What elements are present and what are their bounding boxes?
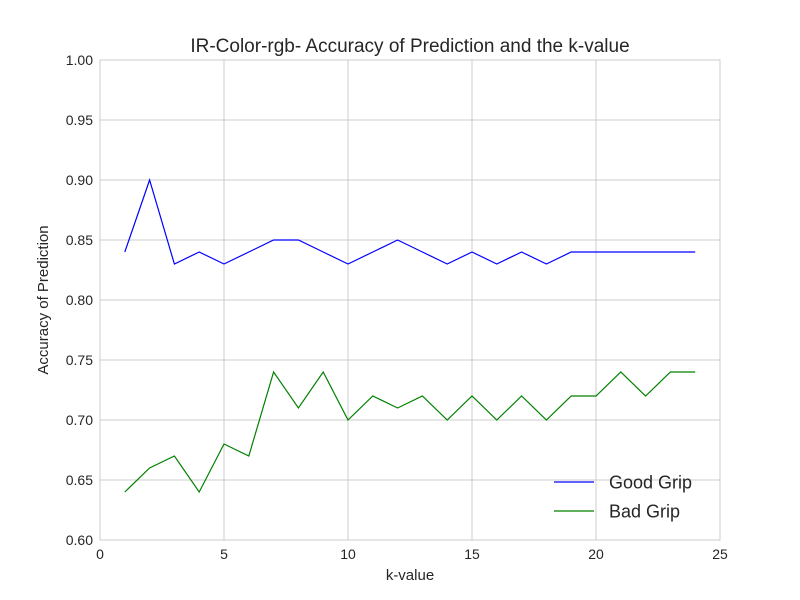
y-tick-label: 1.00	[66, 52, 93, 68]
y-axis-title: Accuracy of Prediction	[35, 225, 52, 374]
y-tick-label: 0.85	[66, 232, 93, 248]
y-tick-label: 0.95	[66, 112, 93, 128]
y-tick-labels: 0.60 0.65 0.70 0.75 0.80 0.85 0.90 0.95 1.00	[66, 52, 93, 548]
legend-label: Good Grip	[609, 473, 692, 493]
plot-frame	[99, 59, 721, 541]
chart-title: IR-Color-rgb- Accuracy of Prediction and…	[190, 36, 629, 57]
x-tick-label: 10	[340, 546, 356, 562]
x-tick-label: 20	[588, 546, 604, 562]
x-tick-labels: 0 5 10 15 20 25	[96, 546, 728, 562]
y-tick-label: 0.70	[66, 412, 93, 428]
y-tick-label: 0.90	[66, 172, 93, 188]
x-axis-title: k-value	[386, 567, 434, 584]
y-tick-label: 0.80	[66, 292, 93, 308]
series-line-good-grip	[124, 178, 696, 265]
x-tick-label: 0	[96, 546, 104, 562]
x-tick-label: 15	[464, 546, 480, 562]
x-tick-label: 5	[220, 546, 228, 562]
y-tick-label: 0.75	[66, 352, 93, 368]
legend-label: Bad Grip	[609, 502, 680, 522]
series-line-bad-grip	[124, 370, 696, 494]
x-tick-label: 25	[712, 546, 728, 562]
y-tick-label: 0.65	[66, 472, 93, 488]
legend: Good Grip Bad Grip	[554, 473, 692, 522]
series-lines	[124, 178, 696, 494]
y-tick-label: 0.60	[66, 532, 93, 548]
